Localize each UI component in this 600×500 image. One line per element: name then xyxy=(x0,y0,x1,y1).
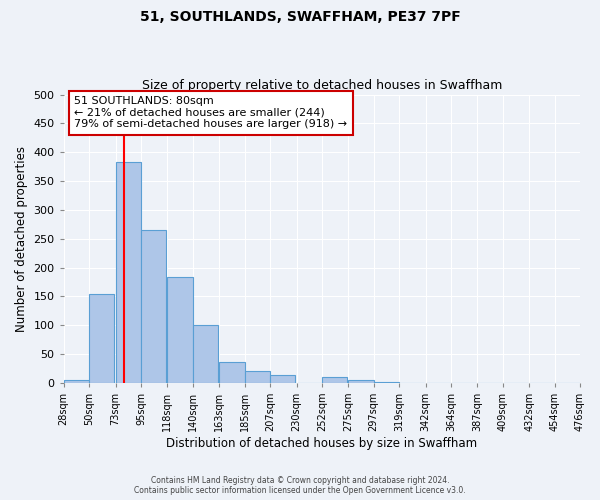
X-axis label: Distribution of detached houses by size in Swaffham: Distribution of detached houses by size … xyxy=(166,437,478,450)
Bar xyxy=(141,230,166,383)
Y-axis label: Number of detached properties: Number of detached properties xyxy=(15,146,28,332)
Title: Size of property relative to detached houses in Swaffham: Size of property relative to detached ho… xyxy=(142,79,502,92)
Text: 51 SOUTHLANDS: 80sqm
← 21% of detached houses are smaller (244)
79% of semi-deta: 51 SOUTHLANDS: 80sqm ← 21% of detached h… xyxy=(74,96,347,130)
Text: 51, SOUTHLANDS, SWAFFHAM, PE37 7PF: 51, SOUTHLANDS, SWAFFHAM, PE37 7PF xyxy=(140,10,460,24)
Bar xyxy=(64,380,89,383)
Bar xyxy=(270,376,295,383)
Bar xyxy=(322,377,347,383)
Bar xyxy=(349,380,374,383)
Bar xyxy=(116,162,141,383)
Bar xyxy=(219,362,245,383)
Bar xyxy=(89,294,115,383)
Bar xyxy=(374,382,399,383)
Bar xyxy=(193,324,218,383)
Text: Contains HM Land Registry data © Crown copyright and database right 2024.
Contai: Contains HM Land Registry data © Crown c… xyxy=(134,476,466,495)
Bar xyxy=(245,371,270,383)
Bar xyxy=(167,277,193,383)
